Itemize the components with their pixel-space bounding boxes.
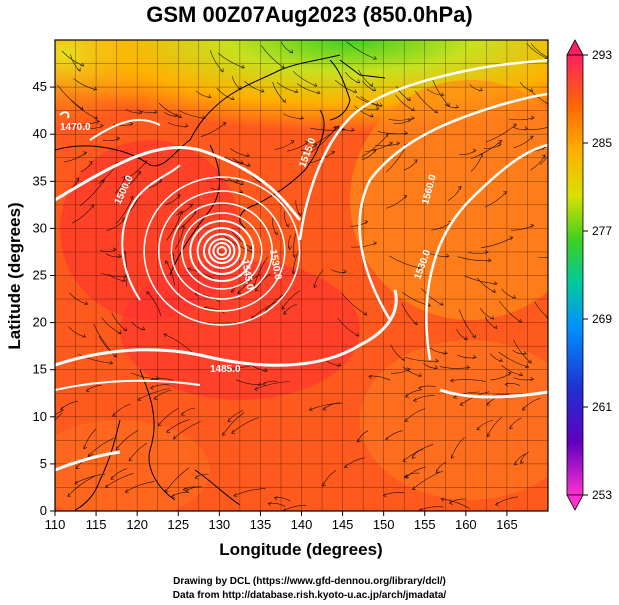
coastlines	[55, 54, 386, 511]
contour-label: 1545.0	[239, 259, 255, 291]
colorbar-tick-label: 285	[592, 136, 612, 150]
colorbar: 293 285 277 269 261 253	[566, 39, 612, 511]
y-tick-label: 30	[33, 220, 47, 235]
y-tick-label: 0	[40, 503, 47, 518]
x-axis-title: Longitude (degrees)	[219, 540, 382, 559]
y-tick-label: 5	[40, 456, 47, 471]
y-tick-label: 10	[33, 409, 47, 424]
colorbar-tick-label: 269	[592, 312, 612, 326]
x-tick-label: 115	[86, 517, 107, 532]
y-tick-label: 20	[33, 315, 47, 330]
x-tick-label: 120	[126, 517, 148, 532]
typhoon-contours	[143, 176, 301, 326]
contour-label: 1485.0	[210, 364, 241, 375]
x-tick-label: 160	[455, 517, 477, 532]
x-tick-label: 140	[291, 517, 313, 532]
temperature-field	[55, 40, 548, 511]
x-tick-label: 110	[45, 517, 66, 532]
x-tick-label: 155	[414, 517, 436, 532]
colorbar-tick-label: 293	[592, 48, 612, 62]
y-tick-label: 35	[33, 173, 47, 188]
credit-data: Data from http://database.rish.kyoto-u.a…	[172, 590, 447, 601]
x-axis: 110 115 120 125 130 135 140 145 150 155 160 165	[45, 511, 518, 532]
x-tick-label: 145	[332, 517, 354, 532]
x-tick-label: 165	[496, 517, 518, 532]
y-tick-label: 45	[33, 79, 47, 94]
colorbar-tick-label: 277	[592, 224, 612, 238]
figure-title: GSM 00Z07Aug2023 (850.0hPa)	[146, 2, 473, 27]
x-tick-label: 150	[373, 517, 395, 532]
y-tick-label: 40	[33, 126, 47, 141]
credit-drawing: Drawing by DCL (https://www.gfd-dennou.o…	[173, 576, 446, 587]
colorbar-tick-label: 261	[592, 400, 612, 414]
y-axis-title: Latitude (degrees)	[5, 202, 24, 349]
colorbar-tick-label: 253	[592, 488, 612, 502]
y-tick-label: 15	[33, 362, 47, 377]
contour-label: 1530.0	[267, 249, 283, 281]
y-tick-label: 25	[33, 268, 47, 283]
y-axis: 0 5 10 15 20 25 30 35 40 45	[33, 79, 55, 518]
contour-label: 1470.0	[60, 122, 91, 133]
x-tick-label: 135	[250, 517, 272, 532]
geopotential-contours	[55, 58, 548, 472]
x-tick-label: 125	[167, 517, 189, 532]
x-tick-label: 130	[208, 517, 230, 532]
